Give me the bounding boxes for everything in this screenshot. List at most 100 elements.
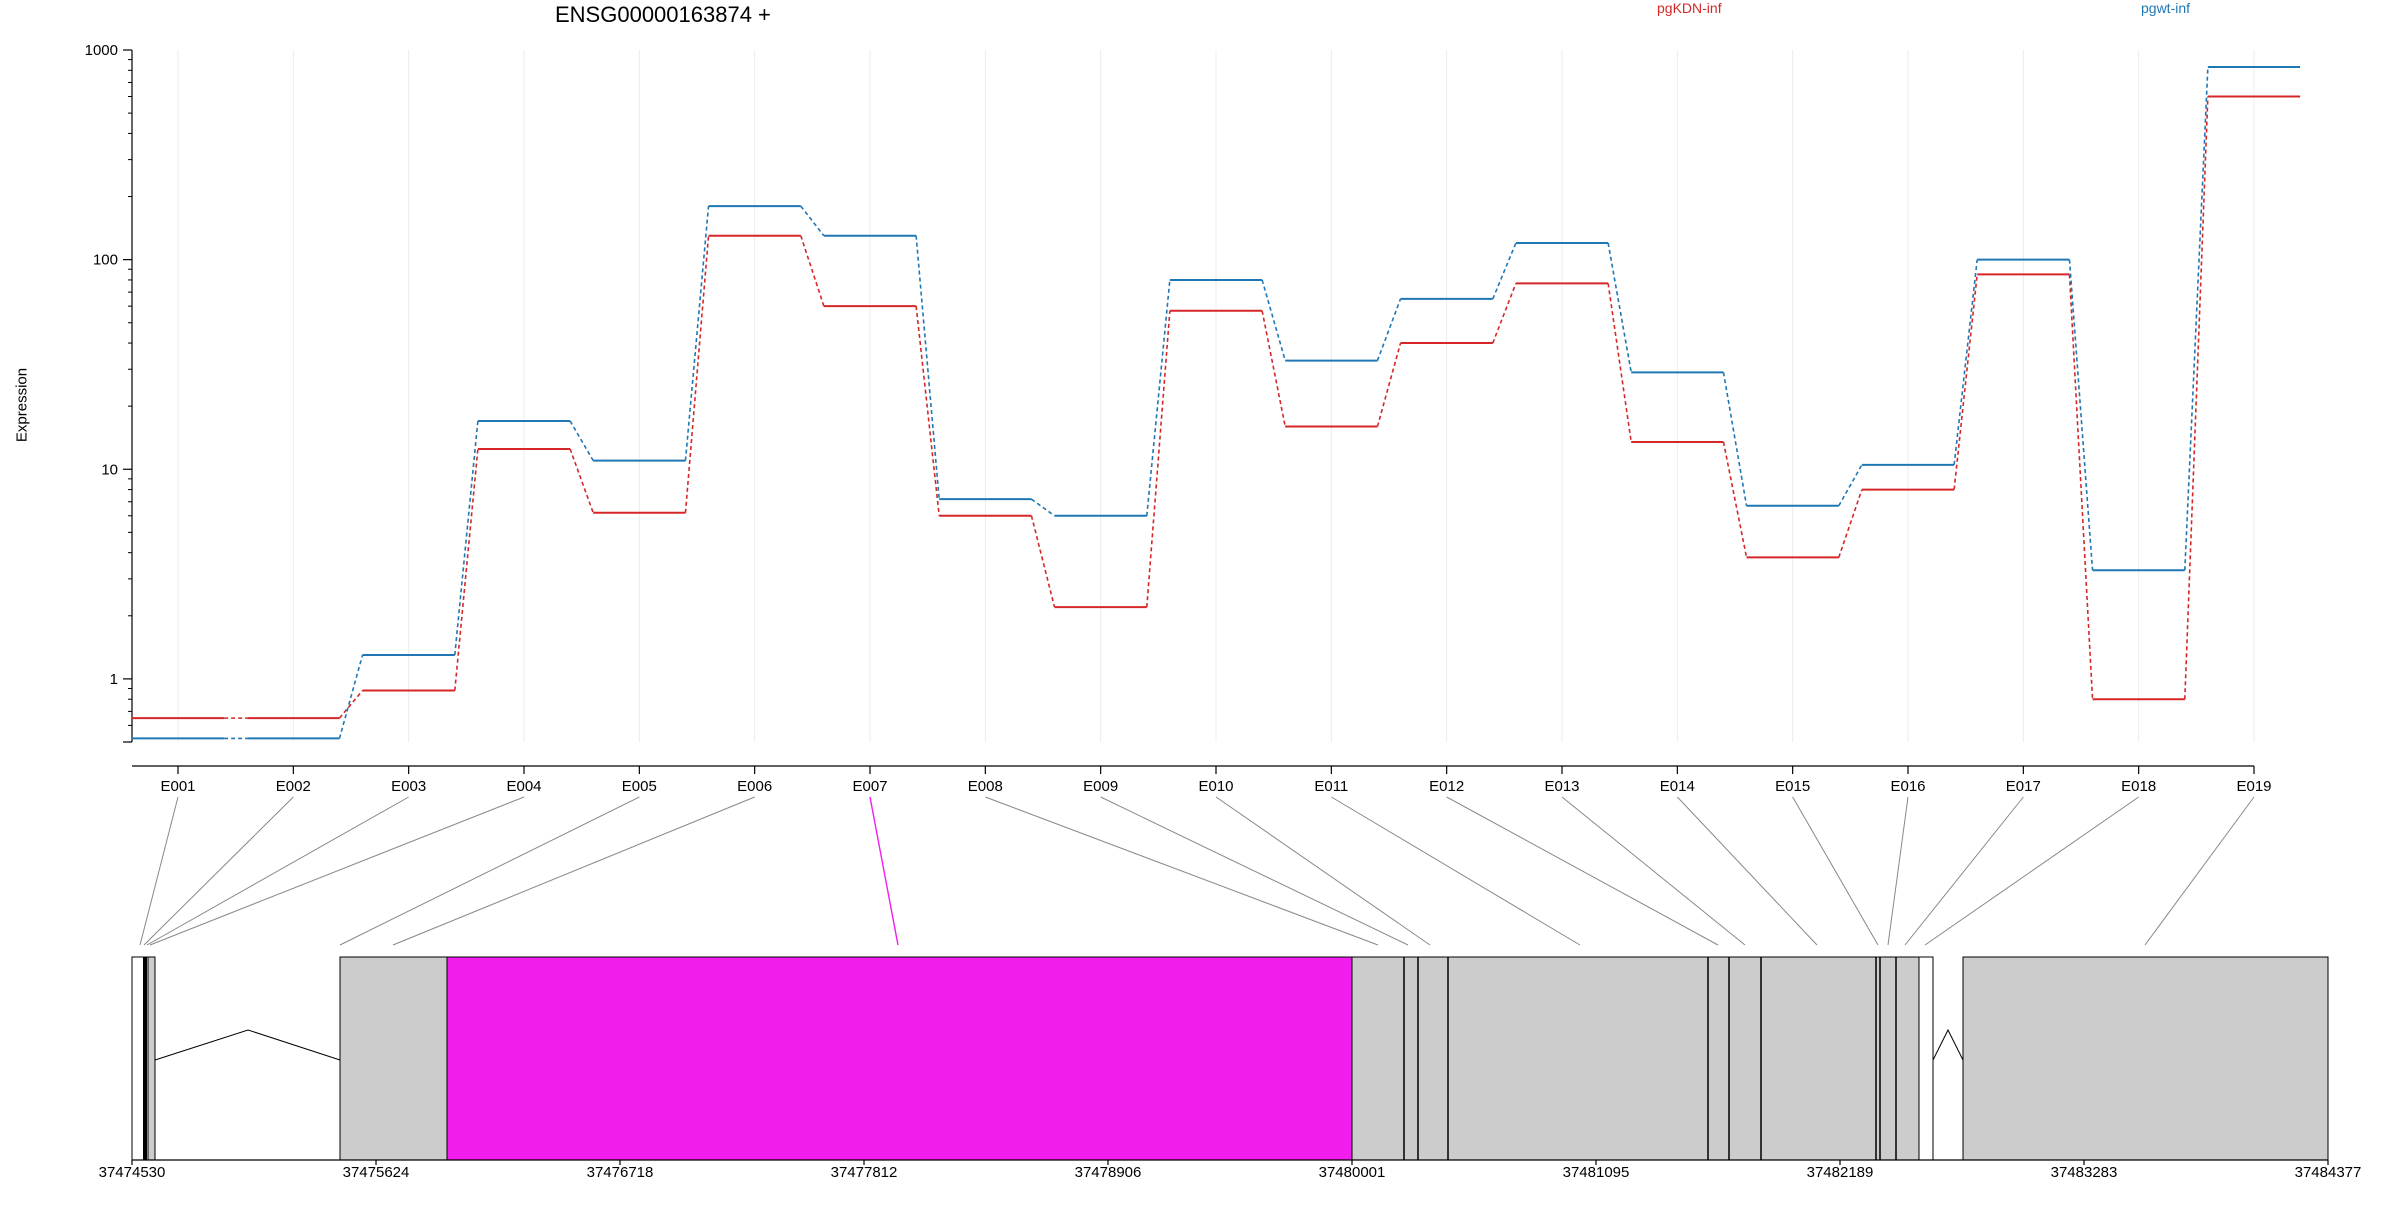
series-pgwt-inf xyxy=(131,65,2301,740)
connector-e003 xyxy=(146,796,409,946)
connector-e005 xyxy=(339,796,640,946)
series-pgkdn-inf-step xyxy=(1261,310,1286,427)
connector-e011 xyxy=(1331,796,1581,946)
series-pgkdn-inf-step xyxy=(569,448,594,514)
series-pgkdn-inf-step xyxy=(1376,342,1402,427)
exon-e004-e006 xyxy=(339,956,448,1161)
genomic-axis-label: 37483283 xyxy=(2051,1164,2118,1181)
series-pgwt-inf-step xyxy=(915,235,940,500)
genomic-axis-label: 37475624 xyxy=(343,1164,410,1181)
series-pgwt-inf-step xyxy=(1838,464,1863,507)
x-tick-label-e005: E005 xyxy=(622,778,657,795)
y-tick-label: 10 xyxy=(101,461,118,478)
series-pgkdn-inf-step xyxy=(1146,310,1171,608)
x-tick-label-e011: E011 xyxy=(1314,778,1348,795)
connector-e013 xyxy=(1561,796,1746,946)
series-pgwt-inf-step xyxy=(684,206,710,461)
series-pgwt-inf-step xyxy=(2184,66,2209,571)
genomic-axis-label: 37484377 xyxy=(2295,1164,2362,1181)
series-pgwt-inf-step xyxy=(1146,279,1171,516)
x-tick-label-e013: E013 xyxy=(1544,778,1579,795)
y-tick-label: 1 xyxy=(110,671,118,688)
exon-e008-e016 xyxy=(1351,956,1920,1161)
connector-e009 xyxy=(1100,796,1409,946)
series-pgwt-inf-step xyxy=(454,420,479,656)
series-pgwt-inf-step xyxy=(800,205,825,237)
series-pgwt-inf-step xyxy=(569,420,594,461)
legend-entry-pgwt: pgwt-inf xyxy=(2141,0,2191,16)
connector-e012 xyxy=(1446,796,1719,946)
x-tick-label-e010: E010 xyxy=(1198,778,1233,795)
exon-e018-e019 xyxy=(1962,956,2329,1161)
series-pgkdn-inf-step xyxy=(1030,515,1056,608)
y-tick-label: 100 xyxy=(93,252,118,269)
series-pgkdn-inf-step xyxy=(2184,96,2209,700)
connector-e008 xyxy=(985,796,1379,946)
y-axis-label: Expression xyxy=(13,367,31,443)
connector-e018 xyxy=(1924,796,2139,946)
intron-line-1 xyxy=(154,1029,341,1061)
series-pgwt-inf-step xyxy=(1492,242,1517,300)
series-pgkdn-inf-step xyxy=(338,690,364,719)
x-tick-label-e003: E003 xyxy=(391,778,426,795)
legend-entry-pgkdn: pgKDN-inf xyxy=(1657,0,1722,16)
series-pgkdn-inf-step xyxy=(1838,489,1863,558)
series-pgkdn-inf-step xyxy=(1492,283,1517,344)
series-pgwt-inf-step xyxy=(2068,259,2094,571)
x-tick-label-e001: E001 xyxy=(160,778,195,795)
connector-e010 xyxy=(1215,796,1431,946)
x-tick-label-e004: E004 xyxy=(506,778,541,795)
x-tick-label-e012: E012 xyxy=(1429,778,1464,795)
series-pgkdn-inf-step xyxy=(1607,283,1632,443)
x-tick-label-e019: E019 xyxy=(2236,778,2271,795)
series-pgkdn-inf-step xyxy=(915,306,940,516)
exon-e017 xyxy=(1918,956,1934,1161)
genomic-axis-label: 37481095 xyxy=(1563,1164,1630,1181)
genomic-axis-label: 37482189 xyxy=(1807,1164,1874,1181)
connector-e002 xyxy=(143,796,294,946)
series-pgkdn-inf-step xyxy=(2068,274,2094,700)
intron-line-2 xyxy=(1932,1028,1964,1061)
x-tick-label-e008: E008 xyxy=(968,778,1003,795)
genomic-axis-label: 37476718 xyxy=(587,1164,654,1181)
connector-e016 xyxy=(1887,796,1909,946)
series-pgwt-inf-step xyxy=(1261,279,1286,361)
exon-e003 xyxy=(147,956,156,1161)
x-tick-label-e015: E015 xyxy=(1775,778,1810,795)
series-pgwt-inf-step xyxy=(1376,298,1402,361)
series-pgkdn-inf-step xyxy=(800,235,825,307)
series-pgwt-inf-step xyxy=(1722,372,1748,506)
series-pgkdn-inf xyxy=(131,95,2301,720)
series-pgwt-inf-step xyxy=(1607,242,1632,373)
connector-e014 xyxy=(1676,796,1818,946)
x-tick-label-e009: E009 xyxy=(1083,778,1118,795)
connector-e017 xyxy=(1904,796,2024,946)
series-pgkdn-inf-step xyxy=(1953,274,1978,490)
genomic-axis-label: 37480001 xyxy=(1319,1164,1386,1181)
series-pgwt-inf-step xyxy=(1030,498,1056,517)
x-tick-label-e017: E017 xyxy=(2006,778,2041,795)
x-tick-label-e014: E014 xyxy=(1660,778,1695,795)
chart-title: ENSG00000163874 + xyxy=(555,2,771,27)
genomic-axis-label: 37477812 xyxy=(831,1164,898,1181)
gene-model: 37474530 37475624 37476718 37477812 37478906… xyxy=(99,796,2362,1181)
series-pgwt-inf-step xyxy=(1953,259,1978,465)
x-tick-label-e016: E016 xyxy=(1890,778,1925,795)
x-tick-label-e002: E002 xyxy=(276,778,311,795)
series-pgkdn-inf-step xyxy=(1722,441,1748,558)
exon-e007-highlight xyxy=(446,956,1353,1161)
x-tick-label-e006: E006 xyxy=(737,778,772,795)
connector-e006 xyxy=(392,796,755,946)
connector-e004 xyxy=(149,796,525,946)
connector-e015 xyxy=(1792,796,1879,946)
connector-e007 xyxy=(869,796,899,946)
x-tick-label-e007: E007 xyxy=(852,778,887,795)
x-tick-label-e018: E018 xyxy=(2121,778,2156,795)
genomic-axis-label: 37474530 xyxy=(99,1164,166,1181)
y-tick-label: 1000 xyxy=(85,42,118,59)
series-pgkdn-inf-step xyxy=(454,448,479,691)
exon-e002 xyxy=(143,957,147,1160)
connector-e019 xyxy=(2144,796,2255,946)
series-pgwt-inf-step xyxy=(338,654,364,739)
